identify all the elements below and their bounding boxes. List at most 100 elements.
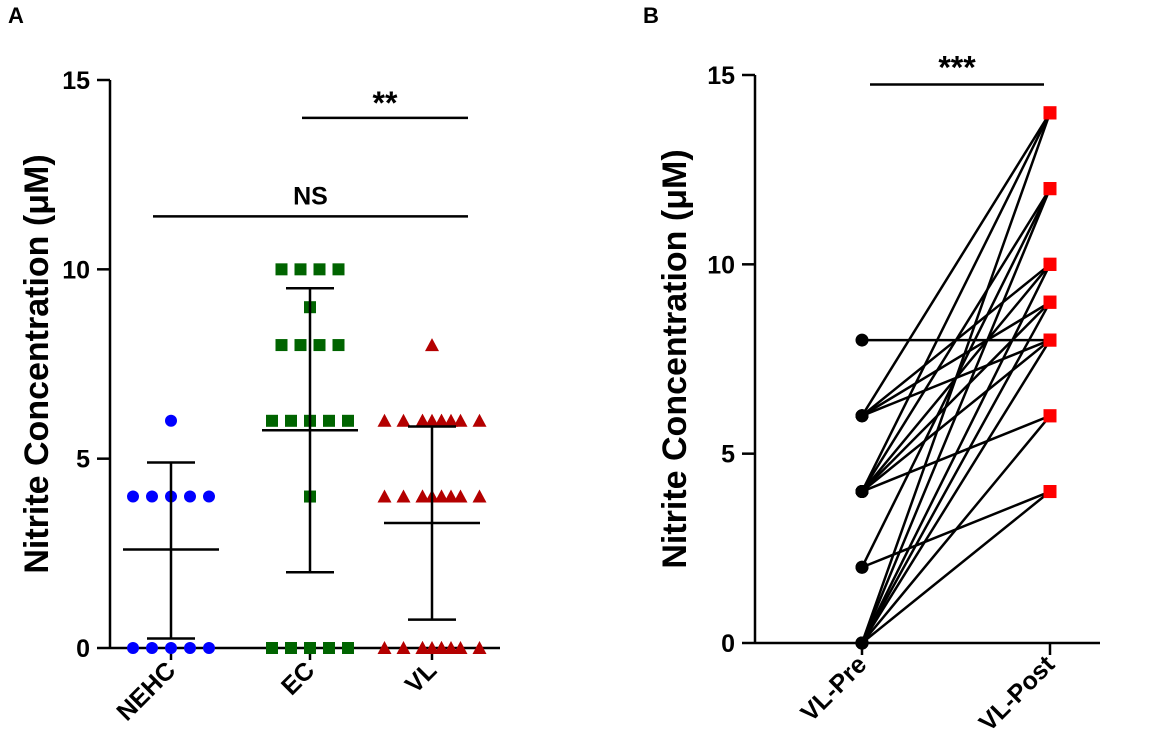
panel-a-point-vl: [425, 641, 439, 654]
panel-b-x-ticks: VL-Pre VL-Post: [795, 643, 1061, 737]
panel-a-significance: ** NS: [153, 85, 468, 218]
panel-b-y-tick-label: 10: [707, 251, 735, 279]
panel-a-point-ec: [285, 414, 297, 427]
panel-a-category-label: NEHC: [111, 656, 181, 726]
panel-b-y-tick-label: 0: [721, 630, 735, 658]
panel-a-point-ec: [323, 414, 335, 427]
panel-a-point-vl: [434, 489, 449, 503]
panel-b-pair-line: [860, 339, 1052, 644]
panel-b-pair-line: [860, 187, 1052, 493]
panel-a-point-ec: [332, 339, 345, 352]
panel-b-point-post: [1043, 409, 1057, 423]
panel-a-point-vl: [434, 413, 449, 427]
panel-a-point-vl: [472, 641, 487, 654]
panel-a-point-vl: [415, 489, 430, 503]
panel-a-point-nehc: [184, 642, 196, 654]
panel-a-point-ec: [294, 263, 307, 276]
panel-a-point-vl: [415, 641, 430, 654]
panel-a-point-ec: [332, 263, 345, 276]
panel-b: B Nitrite Concentration (μM) 0 5 10 15 VL-P…: [643, 3, 1100, 737]
panel-b-significance-label: ***: [938, 49, 976, 85]
panel-b-point-pre: [855, 636, 869, 650]
panel-a-x-ticks: NEHC EC VL: [111, 648, 442, 726]
panel-b-y-tick-label: 15: [707, 62, 735, 90]
panel-a-point-ec: [313, 263, 326, 276]
panel-a-point-vl: [444, 641, 458, 654]
panel-b-point-post: [1043, 485, 1057, 499]
panel-b-point-pre: [855, 485, 869, 499]
panel-a-y-tick-label: 0: [76, 635, 90, 663]
panel-b-pair-line: [860, 188, 1052, 644]
panel-a-point-vl: [377, 413, 392, 427]
panel-b-y-axis-title: Nitrite Concentration (μM): [656, 149, 694, 568]
panel-a-point-vl: [472, 489, 487, 503]
panel-a-point-ec: [304, 642, 316, 654]
panel-b-pair-line: [861, 301, 1051, 493]
panel-b-pair-line: [861, 490, 1051, 644]
panel-a-point-nehc: [127, 490, 139, 503]
panel-a-point-nehc: [165, 414, 177, 427]
panel-a-point-nehc: [203, 642, 215, 654]
panel-a-category-label: VL: [400, 656, 442, 698]
panel-b-pair-line: [860, 112, 1052, 417]
panel-a-significance-label: **: [373, 85, 398, 121]
panel-b-point-post: [1043, 295, 1057, 309]
panel-a-label: A: [8, 3, 24, 28]
panel-a-point-vl: [444, 489, 458, 503]
panel-a-point-ec: [266, 642, 278, 654]
panel-b-point-pre: [855, 333, 869, 347]
panel-a-point-ec: [275, 263, 288, 276]
panel-a-point-nehc: [165, 642, 177, 654]
panel-a-y-axis-title: Nitrite Concentration (μM): [18, 154, 56, 573]
panel-b-pair-line: [861, 415, 1051, 644]
panel-a-y-tick-label: 5: [76, 446, 90, 474]
panel-a-points: [127, 263, 487, 654]
panel-b-point-pre: [855, 560, 869, 574]
panel-a-point-ec: [294, 339, 307, 352]
panel-a-point-vl: [396, 489, 411, 503]
panel-a-point-vl: [425, 338, 439, 352]
panel-a-error-bars: [123, 287, 480, 640]
panel-a-point-ec: [275, 339, 288, 352]
panel-b-pair-lines: [860, 112, 1052, 644]
panel-a-y-tick-label: 15: [62, 67, 90, 95]
panel-b-y-tick-label: 5: [721, 441, 735, 469]
panel-b-point-post: [1043, 333, 1057, 347]
panel-b-label: B: [643, 3, 659, 28]
panel-b-category-label: VL-Pre: [795, 650, 872, 727]
panel-a-point-vl: [415, 413, 430, 427]
panel-a-point-vl: [377, 641, 392, 654]
panel-a-point-vl: [425, 413, 439, 427]
panel-b-point-post: [1043, 257, 1057, 271]
panel-b-category-label: VL-Post: [974, 650, 1061, 737]
panel-b-y-ticks: 0 5 10 15: [707, 62, 755, 658]
panel-b-pair-line: [860, 301, 1052, 644]
panel-a-point-ec: [266, 414, 278, 427]
panel-a-point-ec: [323, 642, 335, 654]
panel-a-point-nehc: [146, 490, 158, 503]
panel-a-point-ec: [342, 642, 354, 654]
panel-a-point-vl: [396, 413, 411, 427]
panel-a-point-vl: [444, 413, 458, 427]
panel-a-point-nehc: [184, 490, 196, 503]
panel-a-point-nehc: [203, 490, 215, 503]
panel-b-pair-line: [860, 112, 1052, 493]
panel-a: A Nitrite Concentration (μM) 0 5 10 15 NEHC…: [8, 3, 500, 726]
panel-b-pair-line: [860, 112, 1052, 644]
panel-a-y-ticks: 0 5 10 15: [62, 67, 110, 663]
panel-a-point-vl: [434, 641, 449, 654]
panel-a-point-ec: [285, 642, 297, 654]
panel-a-significance-label: NS: [293, 182, 328, 210]
panel-a-point-nehc: [127, 642, 139, 654]
panel-a-point-vl: [453, 489, 468, 503]
panel-a-point-nehc: [146, 642, 158, 654]
panel-b-significance: ***: [870, 49, 1044, 86]
panel-a-point-vl: [453, 413, 468, 427]
panel-a-point-ec: [313, 339, 326, 352]
panel-a-point-vl: [453, 641, 468, 654]
panel-a-point-ec: [342, 414, 354, 427]
panel-b-points: [855, 106, 1057, 650]
panel-a-y-tick-label: 10: [62, 256, 90, 284]
panel-b-point-pre: [855, 409, 869, 423]
